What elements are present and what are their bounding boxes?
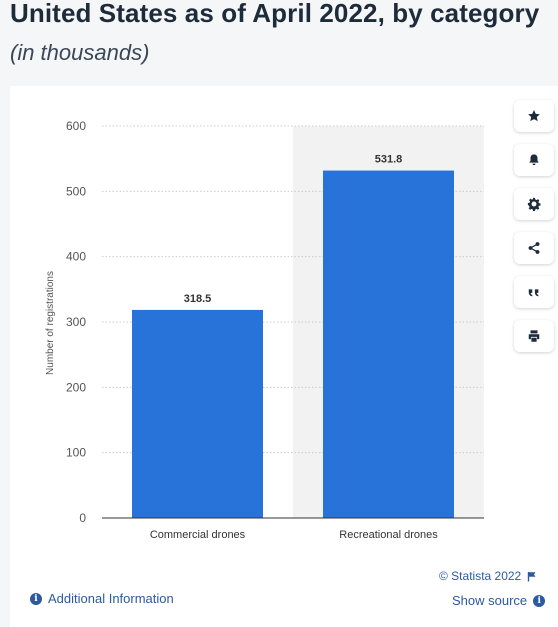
additional-information-link[interactable]: i Additional Information	[30, 591, 174, 606]
y-axis-label: Number of registrations	[45, 271, 56, 375]
info-icon: i	[533, 594, 546, 607]
credit-text: © Statista 2022	[439, 569, 522, 583]
notification-button[interactable]	[514, 144, 554, 176]
show-source-link[interactable]: Show source i	[452, 593, 546, 608]
print-icon	[528, 330, 540, 342]
chart-subtitle: (in thousands)	[10, 40, 150, 65]
x-tick-label: Recreational drones	[339, 529, 438, 541]
bar-chart: 0 100 200 300 400 500 600 Number of registratio…	[45, 119, 484, 541]
y-tick-label: 200	[66, 380, 86, 394]
additional-information-label: Additional Information	[48, 591, 174, 606]
quote-icon	[528, 289, 539, 297]
chart-card: 0 100 200 300 400 500 600 Number of registratio…	[10, 86, 558, 627]
y-tick-label: 0	[79, 511, 86, 525]
bell-icon	[529, 154, 539, 166]
chart-title: United States as of April 2022, by categ…	[10, 0, 540, 28]
show-source-label: Show source	[452, 593, 528, 608]
statista-credit[interactable]: © Statista 2022	[439, 569, 537, 583]
cite-button[interactable]	[514, 276, 554, 308]
settings-button[interactable]	[514, 188, 554, 220]
y-tick-label: 400	[66, 250, 86, 264]
print-button[interactable]	[514, 320, 554, 352]
bar-recreational-drones	[323, 170, 454, 518]
star-icon	[528, 110, 540, 122]
data-label: 531.8	[375, 154, 403, 166]
data-label: 318.5	[184, 293, 212, 305]
y-tick-label: 500	[66, 184, 86, 198]
share-button[interactable]	[514, 232, 554, 264]
info-icon: i	[30, 592, 42, 605]
bar-commercial-drones	[132, 309, 263, 518]
gear-icon	[527, 197, 541, 211]
x-tick-label: Commercial drones	[150, 529, 246, 541]
flag-icon	[528, 571, 536, 581]
y-tick-label: 300	[66, 315, 86, 329]
y-tick-label: 100	[66, 446, 86, 460]
favorite-button[interactable]	[514, 100, 554, 132]
y-tick-label: 600	[66, 119, 86, 133]
share-icon	[528, 242, 540, 254]
